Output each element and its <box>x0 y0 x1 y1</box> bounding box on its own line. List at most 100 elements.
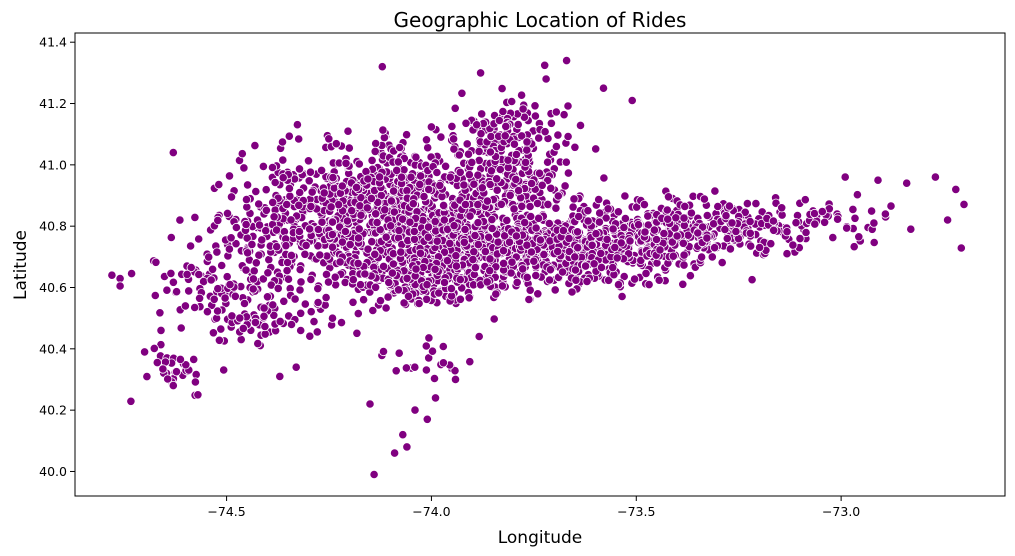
scatter-point <box>800 195 810 205</box>
scatter-point <box>462 139 472 149</box>
scatter-point <box>158 364 168 374</box>
scatter-point <box>563 101 573 111</box>
scatter-point <box>401 130 412 140</box>
scatter-point <box>886 201 896 211</box>
scatter-point <box>474 146 484 156</box>
scatter-point <box>766 239 776 249</box>
scatter-point <box>445 172 455 182</box>
scatter-point <box>678 238 688 248</box>
scatter-point <box>324 134 334 144</box>
scatter-point <box>662 205 672 215</box>
scatter-point <box>415 179 425 189</box>
scatter-point <box>294 200 304 210</box>
scatter-point <box>209 294 219 304</box>
scatter-point <box>365 399 375 409</box>
scatter-point <box>447 121 457 132</box>
scatter-point <box>475 68 486 78</box>
scatter-point <box>461 118 471 128</box>
scatter-point <box>487 215 497 225</box>
scatter-point <box>263 268 273 278</box>
scatter-point <box>180 301 190 311</box>
scatter-point <box>370 282 381 292</box>
scatter-point <box>563 131 573 142</box>
scatter-point <box>526 247 537 257</box>
scatter-point <box>464 293 474 303</box>
scatter-point <box>396 247 406 257</box>
scatter-point <box>396 172 407 182</box>
scatter-point <box>254 250 264 260</box>
scatter-point <box>241 265 251 275</box>
scatter-point <box>278 155 288 165</box>
x-tick-label: −73.0 <box>822 504 860 519</box>
scatter-point <box>393 285 404 295</box>
scatter-point <box>745 228 755 238</box>
scatter-point <box>394 348 404 358</box>
scatter-point <box>535 235 546 245</box>
scatter-point <box>930 172 941 182</box>
scatter-point <box>745 217 755 227</box>
scatter-point <box>667 237 677 247</box>
scatter-point <box>485 147 495 157</box>
scatter-point <box>497 84 507 94</box>
scatter-point <box>422 414 432 424</box>
scatter-point <box>671 213 681 223</box>
scatter-point <box>292 120 302 130</box>
scatter-point <box>175 215 185 225</box>
scatter-point <box>342 216 352 226</box>
scatter-point <box>679 260 689 270</box>
scatter-point <box>374 172 385 182</box>
y-tick-label: 41.0 <box>39 157 67 172</box>
scatter-point <box>261 205 271 215</box>
scatter-point <box>610 242 620 252</box>
scatter-point <box>386 196 396 206</box>
scatter-point <box>330 272 340 282</box>
scatter-point <box>485 266 495 276</box>
scatter-point <box>319 188 329 198</box>
scatter-point <box>524 294 534 305</box>
scatter-point <box>455 294 465 304</box>
scatter-point <box>492 174 502 184</box>
scatter-point <box>411 152 421 162</box>
scatter-point <box>176 323 186 333</box>
scatter-point <box>446 283 456 294</box>
scatter-point <box>384 277 394 288</box>
scatter-point <box>591 229 601 239</box>
scatter-point <box>491 289 501 299</box>
scatter-point <box>378 261 389 271</box>
scatter-point <box>327 217 338 227</box>
scatter-point <box>156 325 166 335</box>
scatter-point <box>262 292 273 302</box>
scatter-point <box>713 201 723 212</box>
scatter-point <box>558 226 569 236</box>
x-axis-ticks: −74.5 −74.0 −73.5 −73.0 <box>207 496 860 519</box>
scatter-point <box>213 215 223 225</box>
scatter-point <box>438 358 448 368</box>
scatter-point <box>777 203 787 213</box>
scatter-point <box>254 199 264 209</box>
scatter-point <box>303 156 314 166</box>
scatter-point <box>525 285 535 295</box>
scatter-point <box>489 314 499 324</box>
scatter-point <box>380 205 390 215</box>
scatter-point <box>532 198 543 208</box>
scatter-point <box>367 155 377 165</box>
scatter-point <box>531 270 541 281</box>
scatter-point <box>277 137 288 147</box>
scatter-point <box>264 255 274 265</box>
scatter-point <box>455 274 465 285</box>
scatter-point <box>504 237 515 247</box>
scatter-point <box>509 204 519 214</box>
scatter-point <box>414 298 424 309</box>
scatter-point <box>502 215 512 225</box>
scatter-point <box>473 240 483 250</box>
scatter-point <box>596 262 607 272</box>
scatter-point <box>387 268 397 278</box>
scatter-point <box>368 305 378 316</box>
scatter-point <box>791 218 801 228</box>
scatter-point <box>492 185 502 195</box>
scatter-point <box>163 374 173 384</box>
scatter-point <box>295 264 305 275</box>
scatter-point <box>409 234 420 244</box>
scatter-point <box>840 172 850 182</box>
scatter-point <box>360 269 370 279</box>
